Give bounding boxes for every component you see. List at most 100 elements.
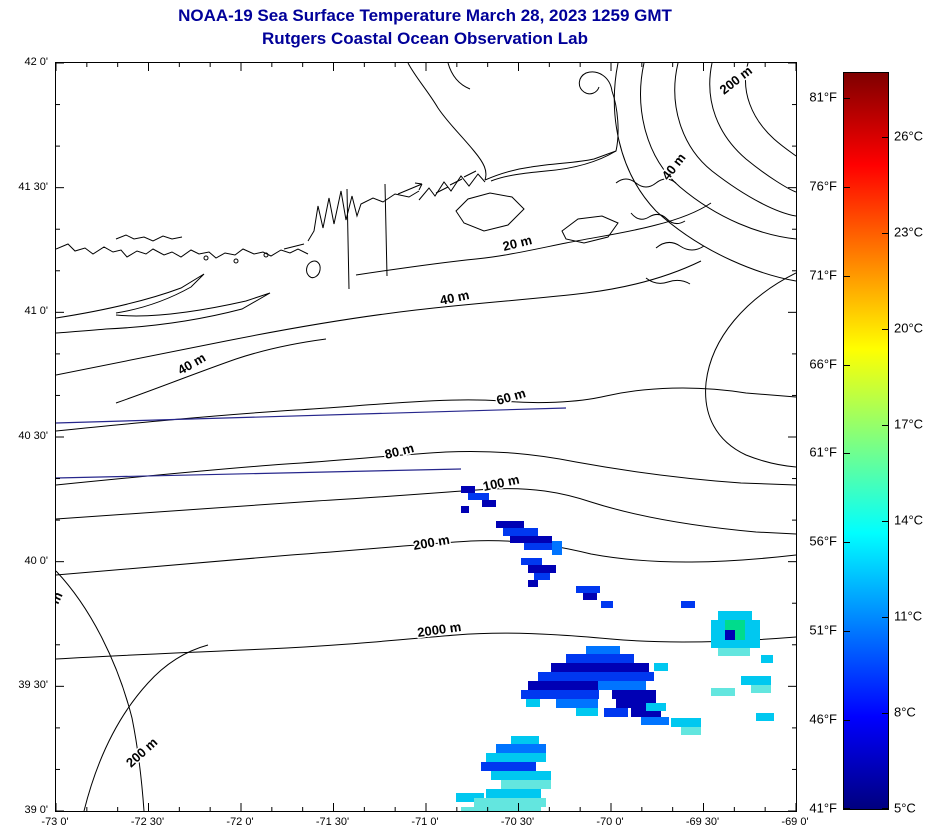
sst-patch — [534, 573, 550, 580]
sst-patch — [671, 718, 701, 727]
sst-patch — [576, 708, 598, 716]
contour-label: 80 m — [383, 440, 415, 462]
sst-patch — [681, 727, 701, 735]
contour-40m-northeast — [640, 63, 796, 240]
sst-patch — [496, 744, 546, 753]
celsius-label: 14°C — [894, 512, 924, 528]
sst-patch — [718, 648, 750, 656]
sst-patch — [456, 793, 484, 802]
fahrenheit-label: 66°F — [809, 356, 837, 372]
latitude-tick-label: 41 0' — [24, 305, 48, 318]
sound-island — [233, 258, 239, 264]
sst-patch — [631, 708, 661, 717]
transect-layer — [56, 407, 567, 479]
contour-20m — [355, 202, 712, 276]
sst-patch — [538, 672, 654, 681]
longitude-tick-label: -73 0' — [41, 816, 69, 828]
sst-patch — [501, 780, 551, 789]
sst-patch — [576, 586, 600, 593]
latitude-tick-label: 40 30' — [18, 430, 48, 442]
sst-patch — [503, 528, 538, 536]
fahrenheit-tick — [844, 720, 850, 722]
longitude-tick-label: -69 0' — [781, 816, 809, 828]
title-block: NOAA-19 Sea Surface Temperature March 28… — [55, 4, 795, 50]
block-island — [306, 260, 321, 279]
nantucket — [561, 215, 619, 244]
sound-island — [263, 252, 269, 258]
sst-patch — [583, 593, 597, 600]
contour-channel-loop — [705, 272, 796, 468]
sst-patch — [751, 685, 771, 693]
nantucket-shoals — [655, 242, 705, 251]
contour-80m — [56, 450, 796, 486]
celsius-label: 8°C — [894, 704, 916, 720]
fahrenheit-tick — [844, 97, 850, 99]
sst-patch — [524, 543, 552, 550]
fahrenheit-label: 51°F — [809, 622, 837, 638]
celsius-tick — [882, 233, 888, 234]
fahrenheit-tick — [844, 808, 850, 809]
sst-patch — [496, 521, 524, 528]
fahrenheit-label: 76°F — [809, 178, 837, 194]
fahrenheit-tick — [844, 275, 850, 277]
long-island-south-fork — [56, 292, 271, 334]
fahrenheit-label: 41°F — [809, 800, 837, 816]
latitude-tick-label: 41 30' — [18, 180, 48, 193]
cape-cod — [484, 71, 619, 181]
contour-northeast — [674, 63, 796, 217]
sst-patch — [735, 630, 745, 640]
sst-patch — [586, 646, 620, 654]
arrow-artifact — [397, 182, 423, 195]
fahrenheit-tick — [844, 364, 850, 366]
sst-patch — [646, 703, 666, 711]
sst-pixel-layer — [456, 486, 774, 811]
narragansett-bay — [307, 190, 420, 242]
buzzards-bay-coast — [418, 173, 486, 201]
sst-patch — [461, 506, 469, 513]
connecticut-coast — [56, 243, 309, 259]
sst-patch — [725, 620, 745, 630]
longitude-tick-label: -69 30' — [685, 816, 720, 828]
longitude-tick-label: -71 0' — [411, 816, 439, 828]
sst-patch — [482, 500, 496, 507]
longitude-tick-label: -70 30' — [500, 816, 535, 828]
nantucket-shoals — [645, 277, 691, 285]
marthas-vineyard — [455, 192, 525, 232]
latitude-tick-label: 39 30' — [18, 679, 48, 692]
sst-patch — [521, 558, 542, 565]
coastline-layer — [56, 63, 705, 334]
nantucket-shoals — [615, 178, 677, 188]
sst-patch — [612, 690, 656, 699]
fahrenheit-label: 61°F — [809, 444, 837, 460]
longitude-tick-label: -70 0' — [596, 816, 624, 828]
sound-island — [203, 255, 209, 261]
sst-patch — [654, 663, 668, 671]
latitude-tick-label: 40 0' — [24, 554, 48, 567]
latitude-axis: 42 0' 41 30' 41 0' 40 30' 40 0' 39 30' 39 0' — [0, 56, 51, 816]
cape-cod-south-shore — [490, 150, 617, 182]
colorbar-celsius-labels: 26°C 23°C 20°C 17°C 14°C 11°C 8°C 5°C — [894, 72, 928, 816]
sst-patch — [491, 771, 551, 780]
boston-harbor-detail — [447, 63, 471, 90]
sst-patch — [526, 699, 540, 707]
contour-200m-northeast — [613, 63, 796, 282]
celsius-tick — [882, 617, 888, 618]
celsius-tick — [882, 137, 888, 138]
sst-patch — [552, 541, 562, 555]
celsius-label: 11°C — [894, 608, 923, 624]
contour-label: 200 m — [123, 734, 160, 770]
sst-patch — [511, 736, 539, 744]
sst-patch — [551, 663, 649, 672]
sst-patch — [598, 681, 646, 690]
celsius-label: 5°C — [894, 800, 916, 816]
sst-patch — [521, 690, 599, 699]
contour-label: 40 m — [659, 150, 689, 183]
contour-northeast — [745, 63, 796, 157]
fahrenheit-label: 46°F — [809, 711, 837, 727]
fahrenheit-label: 81°F — [809, 89, 837, 105]
contour-200m — [56, 540, 796, 576]
sst-patch — [556, 699, 598, 708]
fahrenheit-tick — [844, 542, 850, 544]
sst-patch — [528, 580, 538, 587]
